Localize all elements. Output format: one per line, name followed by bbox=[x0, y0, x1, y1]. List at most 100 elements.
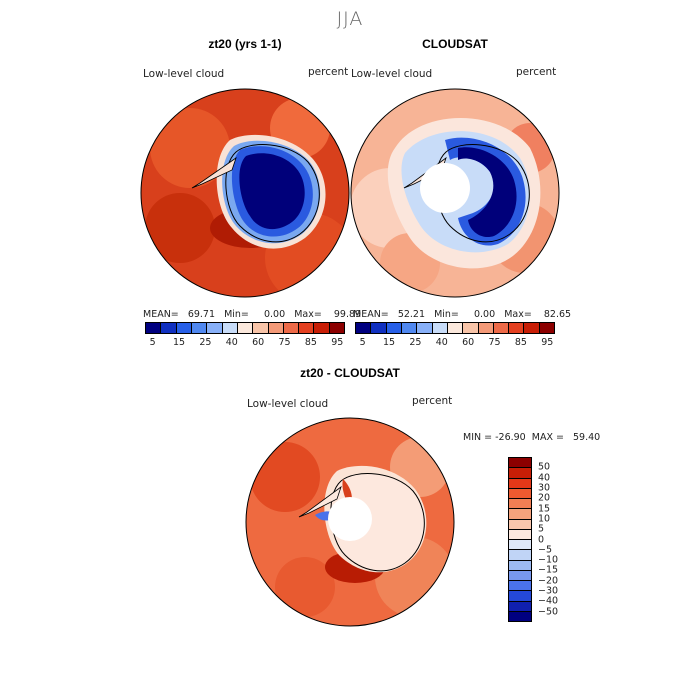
colorbar-swatch bbox=[509, 611, 531, 621]
colorbar-tick-label: 60 bbox=[252, 337, 265, 348]
panel2-title: CLOUDSAT bbox=[422, 37, 488, 51]
panel2-stats: MEAN= 52.21 Min= 0.00 Max= 82.65 bbox=[353, 309, 572, 320]
panel3-field-patch bbox=[275, 557, 335, 617]
colorbar-swatch bbox=[493, 323, 510, 333]
colorbar-swatch bbox=[509, 550, 531, 561]
colorbar-swatch bbox=[509, 570, 531, 581]
colorbar-swatch bbox=[176, 323, 192, 333]
colorbar-swatch bbox=[161, 323, 177, 333]
colorbar-tick-label: 50 bbox=[538, 461, 551, 473]
colorbar-swatch bbox=[447, 323, 464, 333]
colorbar-swatch bbox=[509, 601, 531, 612]
panel3-units: percent bbox=[412, 395, 453, 407]
colorbar-swatch bbox=[356, 323, 372, 333]
panel3-polar-gap bbox=[328, 497, 372, 541]
colorbar-swatch bbox=[222, 323, 238, 333]
colorbar-swatch bbox=[401, 323, 418, 333]
colorbar-swatch bbox=[509, 468, 531, 479]
colorbar-swatch bbox=[253, 323, 269, 333]
season-title: JJA bbox=[336, 8, 364, 30]
colorbar-swatch bbox=[432, 323, 448, 333]
colorbar-tick-label: 15 bbox=[383, 337, 396, 348]
panel1-colorbar-ticks: 5 15 25 40 60 75 85 95 bbox=[145, 337, 345, 349]
colorbar-tick-label: 75 bbox=[278, 337, 291, 348]
colorbar-swatch bbox=[509, 509, 531, 520]
colorbar-tick-label: 85 bbox=[514, 337, 527, 348]
colorbar-swatch bbox=[509, 529, 531, 540]
panel2-polar-gap bbox=[420, 163, 470, 213]
colorbar-swatch bbox=[509, 458, 531, 469]
colorbar-tick-label: −5 bbox=[538, 544, 553, 556]
panel1-field-patch bbox=[145, 193, 215, 263]
colorbar-swatch bbox=[283, 323, 300, 333]
colorbar-swatch bbox=[509, 499, 531, 510]
colorbar-tick-label: 10 bbox=[538, 513, 551, 525]
colorbar-tick-label: 5 bbox=[149, 337, 156, 348]
panel3-peninsula bbox=[298, 485, 342, 518]
colorbar-swatch bbox=[207, 323, 223, 333]
colorbar-swatch bbox=[509, 488, 531, 499]
colorbar-swatch bbox=[509, 581, 531, 592]
colorbar-tick-label: 95 bbox=[541, 337, 554, 348]
colorbar-swatch bbox=[314, 323, 330, 333]
colorbar-tick-label: −50 bbox=[538, 606, 559, 618]
colorbar-swatch bbox=[299, 323, 315, 333]
colorbar-tick-label: 95 bbox=[331, 337, 344, 348]
colorbar-swatch bbox=[463, 323, 479, 333]
panel1-title: zt20 (yrs 1-1) bbox=[208, 37, 282, 51]
colorbar-tick-label: 40 bbox=[225, 337, 238, 348]
colorbar-tick-label: −40 bbox=[538, 595, 559, 607]
colorbar-swatch bbox=[386, 323, 402, 333]
panel3-field-patch bbox=[250, 442, 320, 512]
colorbar-swatch bbox=[237, 323, 254, 333]
colorbar-tick-label: 40 bbox=[435, 337, 448, 348]
colorbar-swatch bbox=[509, 540, 531, 551]
panel3-colorbar-labels: 50 40 30 20 15 10 5 0 −5 −10 −15 −20 −30 −40 −50 bbox=[538, 457, 578, 622]
panel1-units: percent bbox=[308, 66, 349, 78]
colorbar-tick-label: −10 bbox=[538, 554, 559, 566]
panel2-colorbar bbox=[355, 322, 555, 334]
colorbar-swatch bbox=[191, 323, 208, 333]
panel2-variable: Low-level cloud bbox=[351, 68, 433, 80]
colorbar-tick-label: 85 bbox=[304, 337, 317, 348]
colorbar-swatch bbox=[268, 323, 284, 333]
colorbar-tick-label: 25 bbox=[199, 337, 212, 348]
panel1-map bbox=[140, 88, 350, 298]
panel2-colorbar-ticks: 5 15 25 40 60 75 85 95 bbox=[355, 337, 555, 349]
panel3-map-border bbox=[245, 417, 455, 627]
colorbar-swatch bbox=[146, 323, 162, 333]
panel1-variable: Low-level cloud bbox=[143, 68, 225, 80]
panel1-colorbar bbox=[145, 322, 345, 334]
colorbar-swatch bbox=[509, 560, 531, 571]
panel1-field-patch bbox=[150, 108, 230, 188]
panel2-map bbox=[350, 88, 560, 298]
colorbar-tick-label: 5 bbox=[359, 337, 366, 348]
colorbar-swatch bbox=[509, 519, 531, 530]
colorbar-tick-label: 40 bbox=[538, 472, 551, 484]
colorbar-swatch bbox=[509, 478, 531, 489]
colorbar-tick-label: −20 bbox=[538, 575, 559, 587]
colorbar-tick-label: −15 bbox=[538, 564, 559, 576]
colorbar-swatch bbox=[371, 323, 387, 333]
colorbar-tick-label: 15 bbox=[538, 503, 551, 515]
colorbar-swatch bbox=[478, 323, 494, 333]
colorbar-tick-label: 20 bbox=[538, 492, 551, 504]
panel3-colorbar bbox=[508, 457, 532, 622]
colorbar-swatch bbox=[329, 323, 345, 333]
panel3-stats: MIN = -26.90 MAX = 59.40 bbox=[463, 432, 601, 443]
panel3-title: zt20 - CLOUDSAT bbox=[300, 366, 400, 380]
colorbar-tick-label: 30 bbox=[538, 482, 551, 494]
panel1-coastline bbox=[225, 144, 320, 243]
colorbar-tick-label: −30 bbox=[538, 585, 559, 597]
colorbar-swatch bbox=[509, 323, 525, 333]
panel1-stats: MEAN= 69.71 Min= 0.00 Max= 99.89 bbox=[143, 309, 362, 320]
colorbar-swatch bbox=[539, 323, 555, 333]
panel3-map bbox=[245, 417, 455, 627]
colorbar-tick-label: 5 bbox=[538, 523, 545, 535]
colorbar-swatch bbox=[417, 323, 433, 333]
panel2-map-border bbox=[350, 88, 560, 298]
colorbar-tick-label: 0 bbox=[538, 534, 545, 545]
colorbar-swatch bbox=[524, 323, 540, 333]
colorbar-tick-label: 15 bbox=[173, 337, 186, 348]
panel1-map-border bbox=[140, 88, 350, 298]
